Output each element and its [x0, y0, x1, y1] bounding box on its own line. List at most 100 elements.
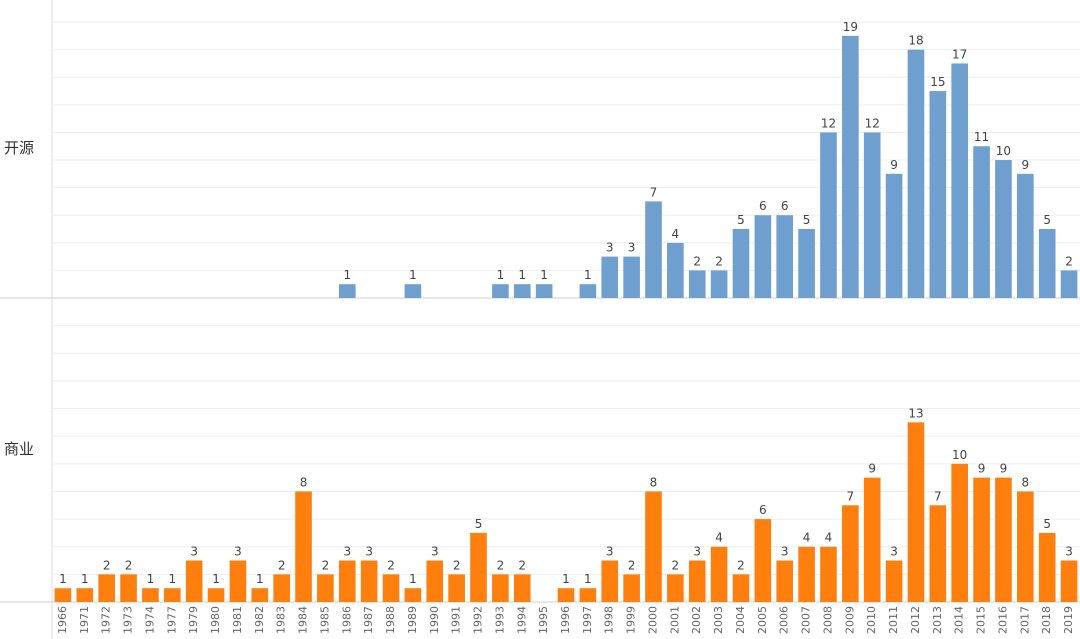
value-label: 3: [431, 545, 439, 559]
bar: [842, 505, 859, 602]
bar: [185, 560, 203, 602]
value-label: 2: [387, 558, 395, 572]
bar: [973, 477, 990, 602]
value-label: 8: [650, 475, 658, 489]
value-label: 3: [190, 545, 198, 559]
bar: [338, 560, 356, 602]
value-label: 11: [974, 130, 989, 144]
value-label: 3: [781, 545, 789, 559]
bar: [645, 491, 662, 602]
value-label: 7: [650, 185, 658, 199]
x-tick-label: 1999: [625, 606, 638, 634]
value-label: 1: [147, 572, 155, 586]
x-tick-label: 2004: [734, 606, 747, 634]
bar: [667, 574, 684, 602]
value-label: 3: [606, 545, 614, 559]
bar: [645, 201, 662, 298]
x-tick-label: 1980: [209, 606, 222, 634]
bar: [535, 284, 553, 298]
bar: [710, 270, 728, 298]
bar: [732, 574, 750, 602]
x-tick-label: 2010: [865, 606, 878, 634]
bar: [820, 546, 837, 602]
x-tick-label: 1996: [559, 606, 572, 634]
value-label: 3: [1065, 545, 1073, 559]
x-tick-label: 1966: [56, 606, 69, 634]
value-label: 1: [212, 572, 220, 586]
bar: [251, 588, 269, 602]
bar: [885, 173, 903, 298]
bar: [360, 560, 378, 602]
bar: [667, 242, 684, 298]
bar: [229, 560, 247, 602]
x-tick-label: 1993: [493, 606, 506, 634]
value-label: 1: [409, 572, 417, 586]
value-label: 1: [343, 268, 351, 282]
x-tick-label: 2002: [690, 606, 703, 634]
bar: [601, 256, 619, 298]
x-tick-label: 1972: [100, 606, 113, 634]
bar: [973, 146, 990, 298]
bar: [207, 588, 225, 602]
value-label: 2: [693, 254, 701, 268]
bar: [448, 574, 465, 602]
bar: [557, 588, 575, 602]
bar: [951, 63, 969, 298]
row-label: 商业: [4, 440, 34, 458]
bar: [98, 574, 115, 602]
x-tick-label: 1974: [143, 606, 156, 634]
bar: [885, 560, 903, 602]
value-label: 3: [628, 241, 636, 255]
x-tick-label: 2005: [756, 606, 769, 634]
value-label: 19: [843, 20, 858, 34]
bar: [1038, 532, 1056, 602]
value-label: 5: [803, 213, 811, 227]
value-label: 3: [606, 241, 614, 255]
x-tick-label: 1987: [362, 606, 375, 634]
value-label: 1: [81, 572, 89, 586]
value-label: 4: [715, 531, 723, 545]
value-label: 2: [672, 558, 680, 572]
bar: [1017, 173, 1034, 298]
bar: [863, 132, 881, 298]
x-tick-label: 1979: [187, 606, 200, 634]
value-label: 2: [278, 558, 286, 572]
value-label: 1: [518, 268, 526, 282]
value-label: 1: [540, 268, 548, 282]
value-label: 9: [978, 462, 986, 476]
x-tick-label: 1988: [384, 606, 397, 634]
bar: [426, 560, 444, 602]
x-tick-label: 2008: [821, 606, 834, 634]
bar: [1038, 229, 1056, 298]
bar: [907, 49, 925, 298]
value-label: 3: [365, 545, 373, 559]
x-tick-label: 1994: [515, 606, 528, 634]
x-tick-label: 2019: [1062, 606, 1075, 634]
value-label: 1: [256, 572, 264, 586]
x-tick-label: 1984: [297, 606, 310, 634]
value-label: 3: [890, 545, 898, 559]
value-label: 4: [672, 227, 680, 241]
bar: [863, 477, 881, 602]
x-tick-label: 2018: [1040, 606, 1053, 634]
bar: [688, 560, 706, 602]
bar: [929, 91, 947, 298]
bar: [338, 284, 356, 298]
value-label: 3: [234, 545, 242, 559]
value-label: 18: [908, 34, 923, 48]
x-tick-label: 1995: [537, 606, 550, 634]
bar: [404, 588, 422, 602]
x-tick-label: 1989: [406, 606, 419, 634]
value-label: 2: [497, 558, 505, 572]
bar: [579, 588, 597, 602]
value-label: 2: [715, 254, 723, 268]
value-label: 3: [343, 545, 351, 559]
bar: [76, 588, 94, 602]
x-tick-label: 2000: [646, 606, 659, 634]
value-label: 2: [322, 558, 330, 572]
x-tick-label: 2003: [712, 606, 725, 634]
value-label: 7: [847, 489, 855, 503]
x-tick-label: 1985: [318, 606, 331, 634]
x-tick-label: 1973: [122, 606, 135, 634]
value-label: 17: [952, 47, 967, 61]
